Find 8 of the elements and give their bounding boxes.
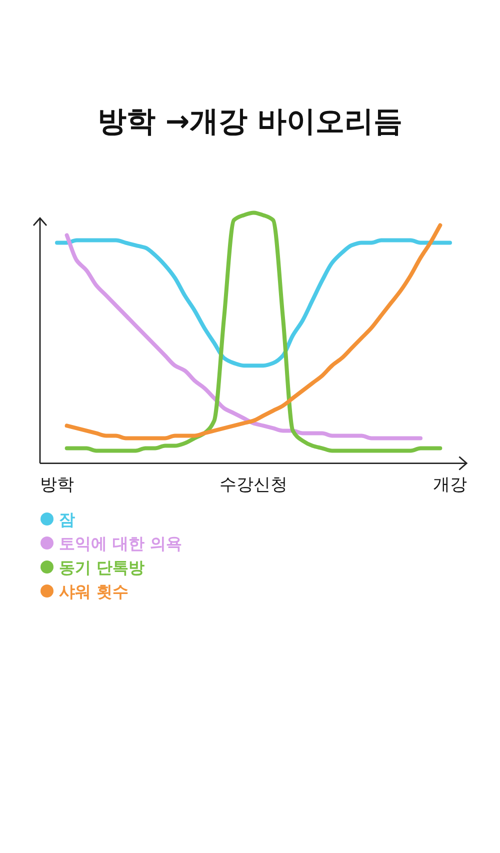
legend-label: 잠 (59, 510, 75, 529)
chart-title: 방학 →개강 바이오리듬 (97, 104, 403, 138)
legend-label: 토익에 대한 의욕 (59, 534, 182, 553)
x-tick-label: 방학 (40, 475, 74, 495)
legend-label: 샤워 횟수 (59, 582, 129, 601)
legend-label: 동기 단톡방 (59, 558, 145, 577)
x-tick-label: 수강신청 (220, 475, 288, 495)
x-tick-label: 개강 (433, 475, 467, 495)
